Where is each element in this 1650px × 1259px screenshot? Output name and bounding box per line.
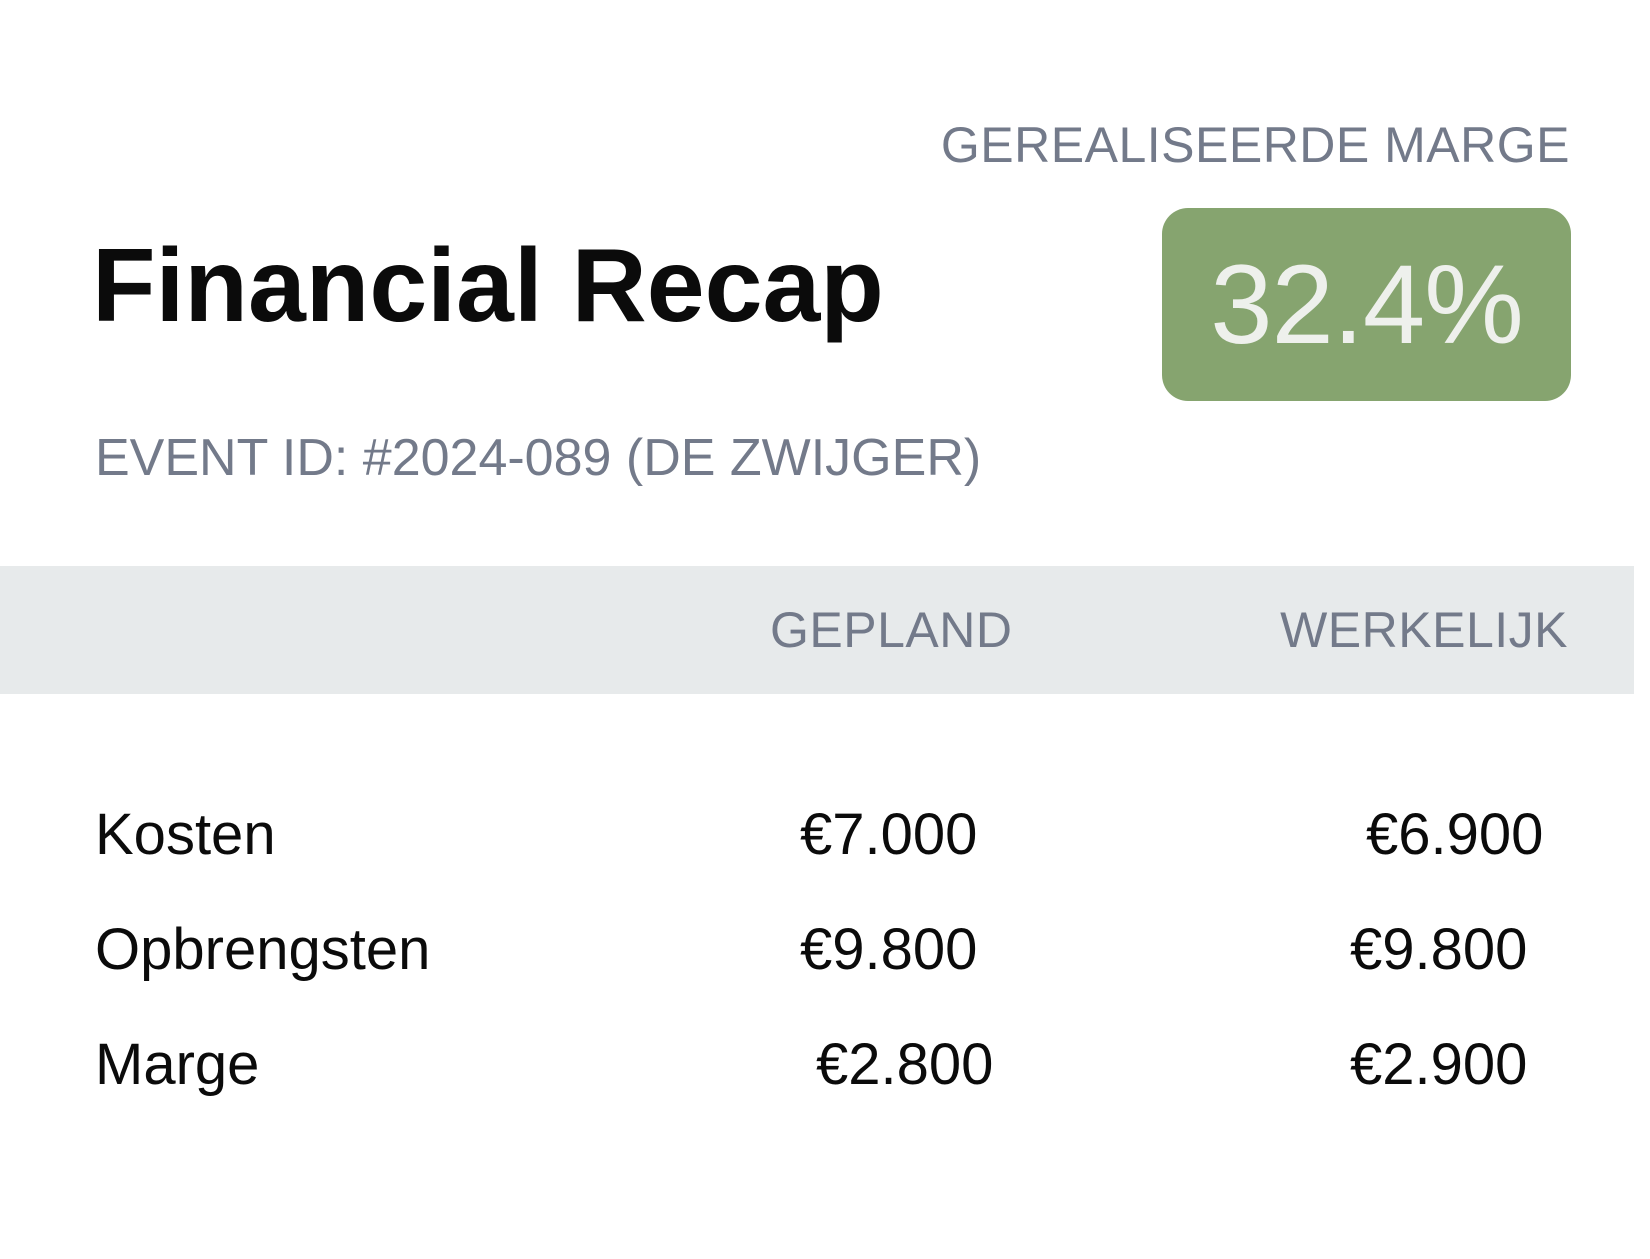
row-label: Kosten <box>95 802 276 867</box>
event-id: EVENT ID: #2024-089 (DE ZWIJGER) <box>95 429 982 487</box>
actual-value: €6.900 <box>1366 802 1544 867</box>
table-row-marge: Marge €2.800 €2.900 <box>0 1030 1650 1100</box>
planned-value: €2.800 <box>816 1032 994 1097</box>
table-header: GEPLAND WERKELIJK <box>0 566 1634 694</box>
realized-margin-value: 32.4% <box>1210 241 1524 367</box>
realized-margin-label: GEREALISEERDE MARGE <box>940 117 1570 173</box>
actual-value: €9.800 <box>1350 917 1528 982</box>
planned-value: €9.800 <box>800 917 978 982</box>
row-label: Opbrengsten <box>95 917 431 982</box>
table-row-opbrengsten: Opbrengsten €9.800 €9.800 <box>0 915 1650 985</box>
actual-value: €2.900 <box>1350 1032 1528 1097</box>
column-header-planned: GEPLAND <box>770 602 1013 658</box>
table-row-kosten: Kosten €7.000 €6.900 <box>0 800 1650 870</box>
column-header-actual: WERKELIJK <box>1280 602 1568 658</box>
realized-margin-badge: 32.4% <box>1162 208 1571 401</box>
planned-value: €7.000 <box>800 802 978 867</box>
row-label: Marge <box>95 1032 260 1097</box>
page-title: Financial Recap <box>92 228 884 344</box>
